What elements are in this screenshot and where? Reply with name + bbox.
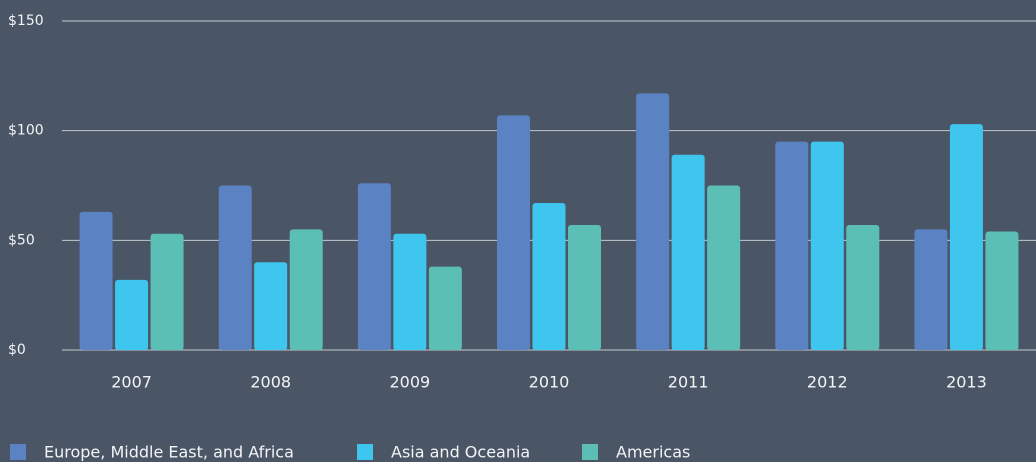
legend-label: Americas bbox=[616, 443, 690, 462]
bar bbox=[254, 262, 288, 350]
bar bbox=[357, 183, 391, 350]
y-tick-label: $100 bbox=[8, 123, 44, 139]
x-tick-label: 2008 bbox=[250, 373, 291, 392]
x-tick-label: 2007 bbox=[111, 373, 152, 392]
x-tick-label: 2011 bbox=[668, 373, 709, 392]
bar bbox=[393, 233, 427, 350]
bar bbox=[775, 141, 809, 350]
bar bbox=[671, 154, 705, 350]
legend-swatch bbox=[582, 444, 598, 460]
bar bbox=[428, 266, 462, 350]
y-tick-label: $50 bbox=[8, 232, 35, 248]
legend-label: Asia and Oceania bbox=[391, 443, 530, 462]
legend-label: Europe, Middle East, and Africa bbox=[44, 443, 294, 462]
bar bbox=[846, 224, 880, 350]
bar bbox=[707, 185, 741, 350]
bar bbox=[218, 185, 252, 350]
bar bbox=[289, 229, 323, 350]
bar bbox=[150, 233, 184, 350]
bar bbox=[568, 224, 601, 350]
x-tick-label: 2009 bbox=[389, 373, 430, 392]
bar bbox=[79, 211, 113, 350]
bar bbox=[532, 203, 566, 350]
x-tick-label: 2013 bbox=[946, 373, 987, 392]
bar bbox=[636, 93, 670, 350]
bar bbox=[115, 279, 149, 350]
x-tick-label: 2012 bbox=[807, 373, 848, 392]
y-tick-label: $150 bbox=[8, 13, 44, 29]
y-tick-label: $0 bbox=[8, 342, 26, 358]
bar bbox=[949, 124, 983, 350]
legend-swatch bbox=[10, 444, 26, 460]
bar bbox=[810, 141, 844, 350]
x-tick-label: 2010 bbox=[529, 373, 570, 392]
bar bbox=[914, 229, 948, 350]
bar bbox=[497, 115, 530, 351]
bar bbox=[985, 231, 1019, 350]
legend-swatch bbox=[357, 444, 373, 460]
